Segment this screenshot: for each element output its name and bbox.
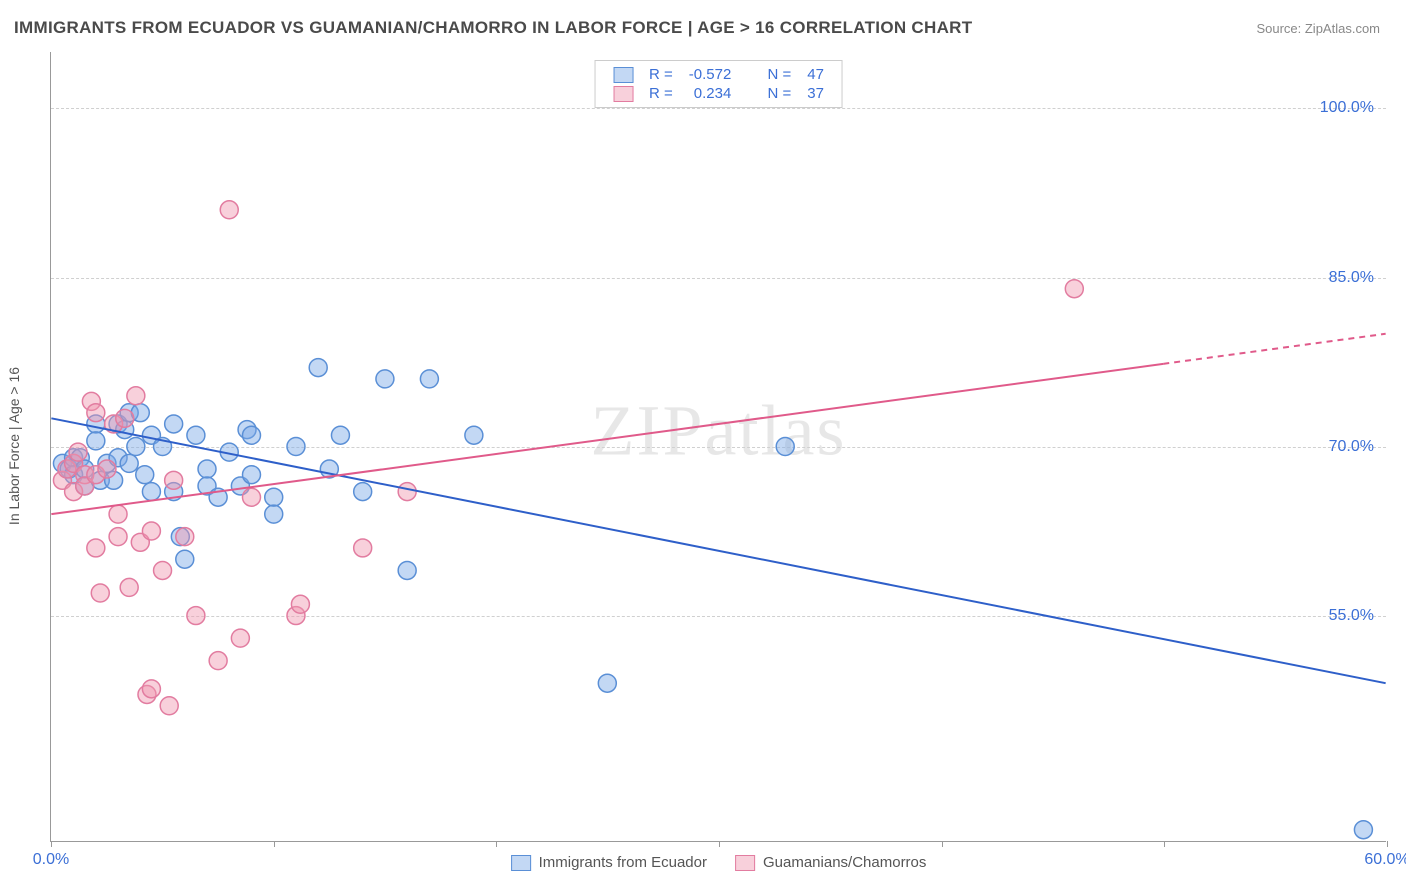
- legend-item-series2: Guamanians/Chamorros: [735, 854, 926, 871]
- r-value-2: 0.234: [681, 84, 740, 103]
- legend-item-series1: Immigrants from Ecuador: [511, 854, 707, 871]
- n-value-1: 47: [799, 65, 832, 84]
- legend-label-1: Immigrants from Ecuador: [539, 854, 707, 871]
- r-label: R =: [649, 85, 673, 102]
- legend-label-2: Guamanians/Chamorros: [763, 854, 926, 871]
- correlation-legend: R = -0.572 N = 47 R = 0.234 N = 37: [594, 60, 843, 108]
- swatch-series1: [613, 67, 633, 83]
- source-label: Source: ZipAtlas.com: [1256, 21, 1380, 36]
- series-legend: Immigrants from Ecuador Guamanians/Chamo…: [511, 854, 927, 871]
- r-label: R =: [649, 66, 673, 83]
- legend-row-series2: R = 0.234 N = 37: [605, 84, 832, 103]
- n-value-2: 37: [799, 84, 832, 103]
- swatch-series2: [735, 855, 755, 871]
- y-axis-title: In Labor Force | Age > 16: [6, 367, 22, 525]
- chart-plot-area: ZIPatlas R = -0.572 N = 47 R = 0.234 N =…: [50, 52, 1386, 842]
- n-label: N =: [768, 85, 792, 102]
- chart-title: IMMIGRANTS FROM ECUADOR VS GUAMANIAN/CHA…: [14, 18, 972, 38]
- xtick-label: 60.0%: [1364, 851, 1406, 869]
- legend-row-series1: R = -0.572 N = 47: [605, 65, 832, 84]
- r-value-1: -0.572: [681, 65, 740, 84]
- xtick-label: 0.0%: [33, 851, 69, 869]
- n-label: N =: [768, 66, 792, 83]
- swatch-series1: [511, 855, 531, 871]
- swatch-series2: [613, 86, 633, 102]
- scatter-svg: [51, 52, 1386, 841]
